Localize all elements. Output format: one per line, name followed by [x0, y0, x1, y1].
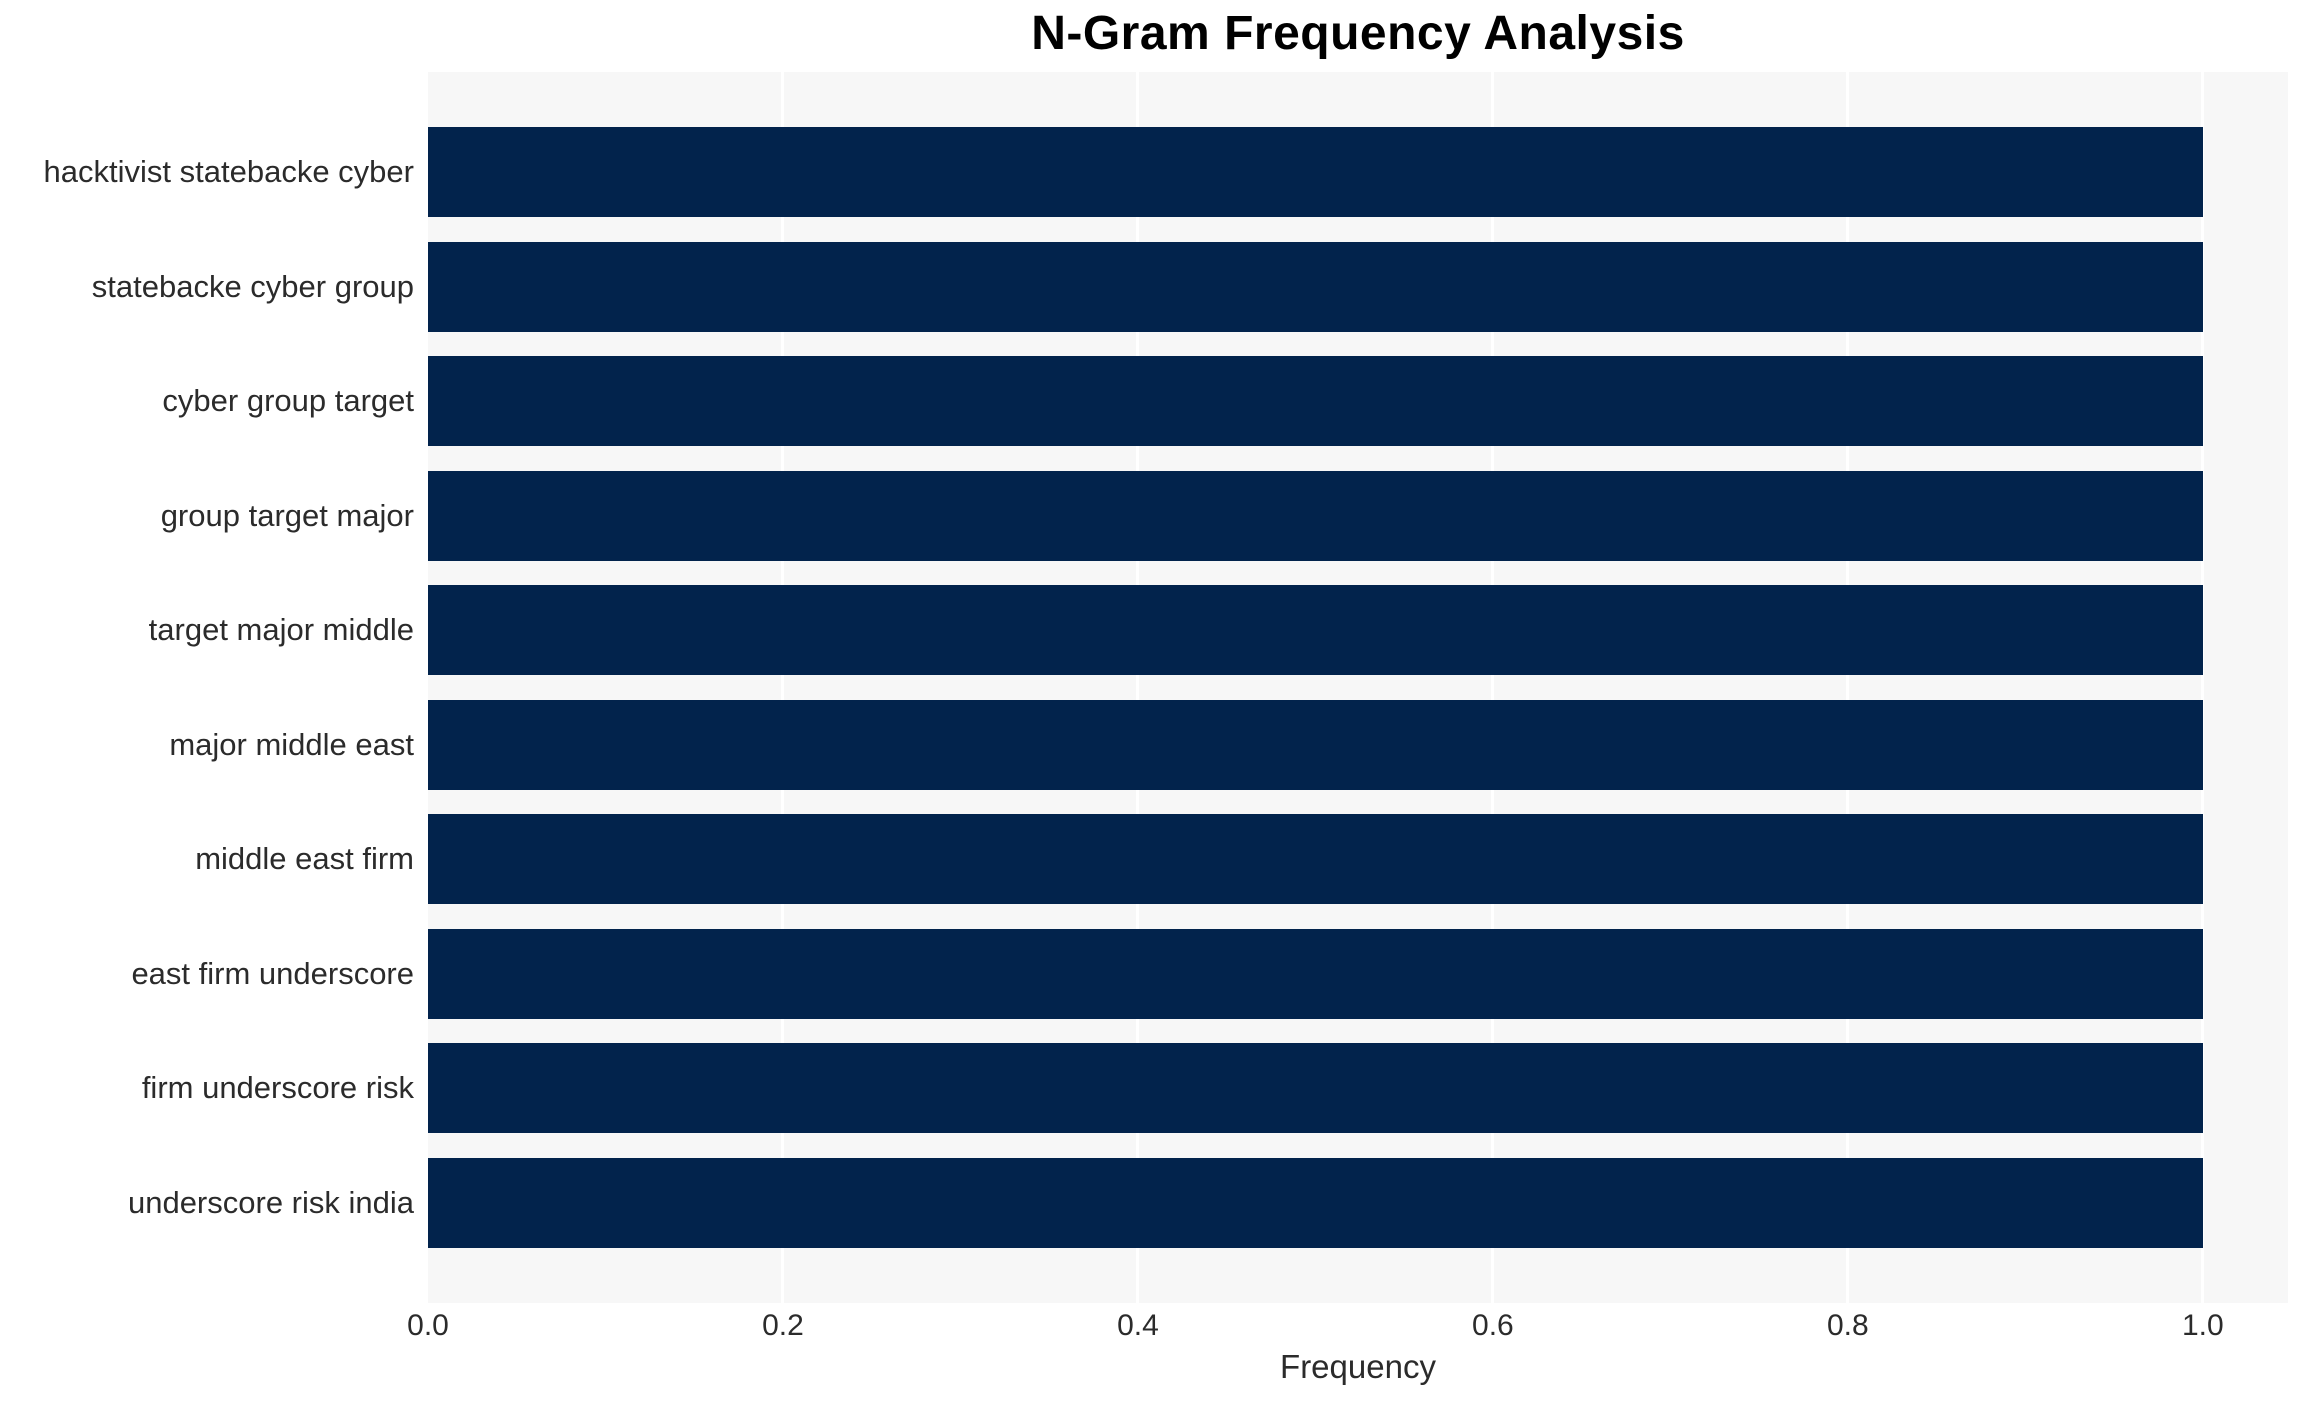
gridline — [1491, 72, 1495, 1303]
y-tick-label-5: major middle east — [169, 726, 414, 762]
x-tick-label-4: 0.8 — [1826, 1309, 1869, 1342]
bars-layer — [428, 72, 2288, 1303]
bar-1 — [428, 241, 2203, 332]
x-tick-label-2: 0.4 — [1117, 1309, 1159, 1342]
gridlines-layer — [428, 72, 2288, 1303]
bar-4 — [428, 585, 2203, 676]
y-tick-label-6: middle east firm — [195, 841, 414, 877]
bar-9 — [428, 1157, 2203, 1248]
plot-area — [428, 72, 2288, 1303]
y-tick-label-9: underscore risk india — [127, 1184, 414, 1220]
bar-0 — [428, 127, 2203, 217]
bar-7 — [428, 928, 2203, 1019]
x-tick-label-5: 1.0 — [2181, 1309, 2224, 1342]
x-tick-label-0: 0.0 — [407, 1309, 449, 1342]
y-tick-label-8: firm underscore risk — [141, 1070, 414, 1106]
y-tick-label-7: east firm underscore — [131, 955, 414, 991]
gridline — [781, 72, 785, 1303]
bar-3 — [428, 470, 2203, 561]
y-tick-label-2: cyber group target — [162, 383, 414, 419]
gridline — [1846, 72, 1850, 1303]
x-tick-label-3: 0.6 — [1472, 1309, 1514, 1342]
gridline — [1136, 72, 1140, 1303]
chart-title: N-Gram Frequency Analysis — [1031, 7, 1685, 60]
x-axis-ticks: 0.0 0.2 0.4 0.6 0.8 1.0 — [407, 1309, 2288, 1345]
x-tick-label-1: 0.2 — [762, 1309, 804, 1342]
y-tick-label-4: target major middle — [148, 612, 414, 648]
y-tick-label-1: statebacke cyber group — [91, 268, 414, 304]
x-axis-label: Frequency — [1280, 1348, 1436, 1385]
gridline — [2201, 72, 2205, 1303]
y-tick-label-0: hacktivist statebacke cyber — [43, 154, 414, 189]
bar-5 — [428, 699, 2203, 790]
bar-6 — [428, 814, 2203, 905]
y-axis-labels: hacktivist statebacke cyber statebacke cy… — [0, 72, 414, 1303]
y-tick-label-3: group target major — [160, 497, 414, 533]
bar-8 — [428, 1043, 2203, 1134]
bar-2 — [428, 356, 2203, 447]
